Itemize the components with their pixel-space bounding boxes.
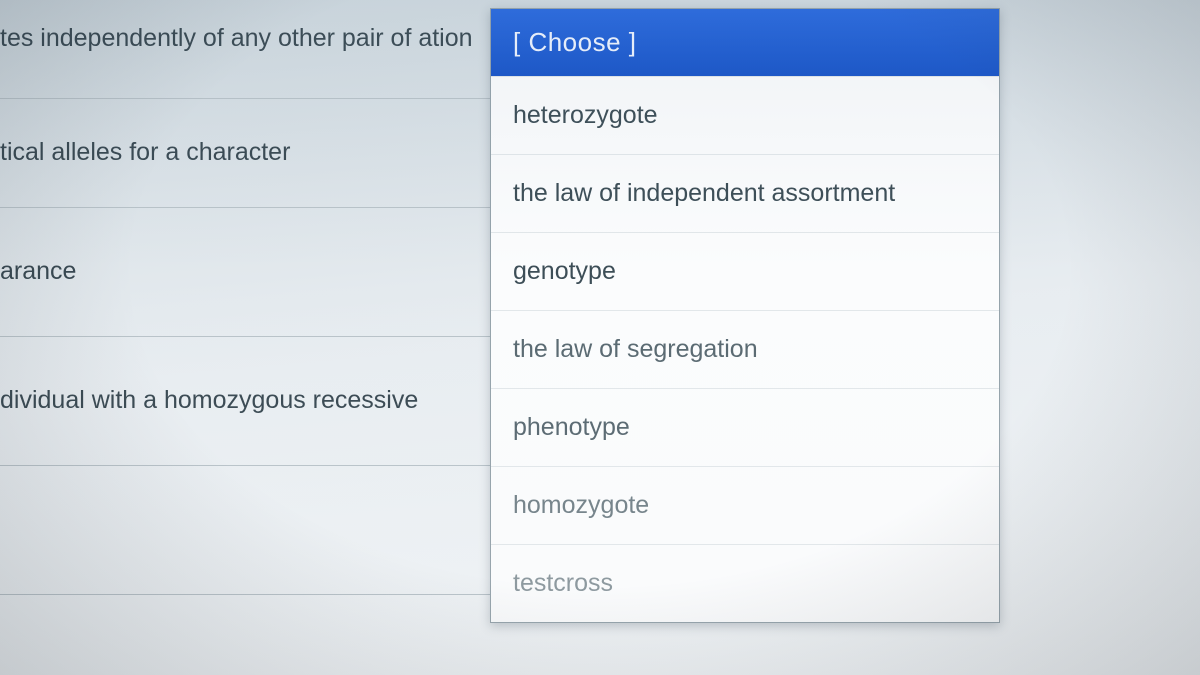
dropdown-header-label: [ Choose ]: [513, 27, 637, 57]
question-text: dividual with a homozygous recessive: [0, 384, 418, 418]
question-row: dividual with a homozygous recessive: [0, 336, 520, 466]
option-label: phenotype: [513, 413, 630, 441]
dropdown-header[interactable]: [ Choose ]: [491, 9, 999, 76]
dropdown-option[interactable]: the law of independent assortment: [491, 154, 999, 232]
question-row: tical alleles for a character: [0, 98, 520, 208]
question-row: [0, 465, 520, 595]
answer-dropdown[interactable]: [ Choose ] heterozygote the law of indep…: [490, 8, 1000, 623]
dropdown-option[interactable]: homozygote: [491, 466, 999, 544]
option-label: the law of segregation: [513, 335, 758, 363]
option-label: testcross: [513, 569, 613, 597]
dropdown-option[interactable]: the law of segregation: [491, 310, 999, 388]
option-label: genotype: [513, 257, 616, 285]
question-text: arance: [0, 255, 76, 289]
question-text: tical alleles for a character: [0, 136, 290, 170]
option-label: heterozygote: [513, 101, 658, 129]
option-label: homozygote: [513, 491, 649, 519]
dropdown-option[interactable]: phenotype: [491, 388, 999, 466]
dropdown-option[interactable]: genotype: [491, 232, 999, 310]
dropdown-option[interactable]: testcross: [491, 544, 999, 622]
option-label: the law of independent assortment: [513, 179, 895, 207]
question-row: arance: [0, 207, 520, 337]
dropdown-option[interactable]: heterozygote: [491, 76, 999, 154]
question-text: tes independently of any other pair of a…: [0, 22, 473, 56]
question-column: tes independently of any other pair of a…: [0, 0, 520, 595]
question-row: tes independently of any other pair of a…: [0, 0, 520, 99]
